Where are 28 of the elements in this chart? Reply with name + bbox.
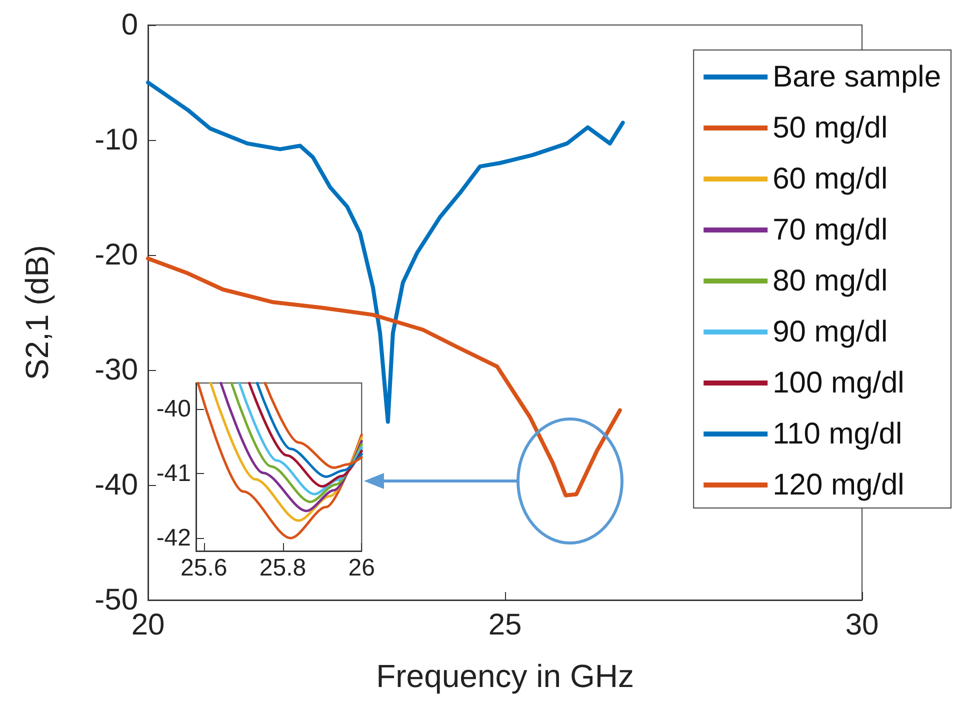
line-series (256, 382, 363, 478)
legend-label: 70 mg/dl (772, 214, 888, 246)
x-tick-label: 30 (845, 608, 879, 642)
legend-label: 110 mg/dl (772, 418, 902, 450)
x-tick-label: 25.6 (180, 554, 228, 582)
y-tick-label: -41 (156, 460, 191, 487)
line-series (146, 256, 622, 498)
y-tick-label: -10 (94, 124, 138, 156)
legend-label: 120 mg/dl (772, 468, 904, 502)
y-tick-label: -40 (156, 395, 191, 422)
y-tick-label: -40 (94, 468, 138, 502)
legend-label: 100 mg/dl (772, 366, 904, 400)
x-axis-title: Frequency in GHz (376, 658, 634, 694)
legend-label: 50 mg/dl (772, 112, 888, 144)
line-series (146, 80, 625, 424)
x-tick-label: 20 (131, 608, 165, 642)
legend-label: Bare sample (772, 60, 942, 94)
y-axis-title: S2,1 (dB) (19, 244, 55, 380)
y-tick-label: -42 (156, 524, 191, 552)
legend-label: 90 mg/dl (772, 316, 888, 348)
legend-label: 80 mg/dl (772, 264, 888, 298)
y-tick-label: -20 (94, 238, 138, 272)
x-tick-label: 25 (488, 608, 522, 642)
y-tick-label: -30 (94, 354, 138, 386)
legend-label: 60 mg/dl (772, 162, 888, 196)
x-tick-label: 26 (348, 554, 376, 582)
y-tick-label: 0 (121, 8, 138, 42)
x-tick-label: 25.8 (259, 554, 306, 582)
